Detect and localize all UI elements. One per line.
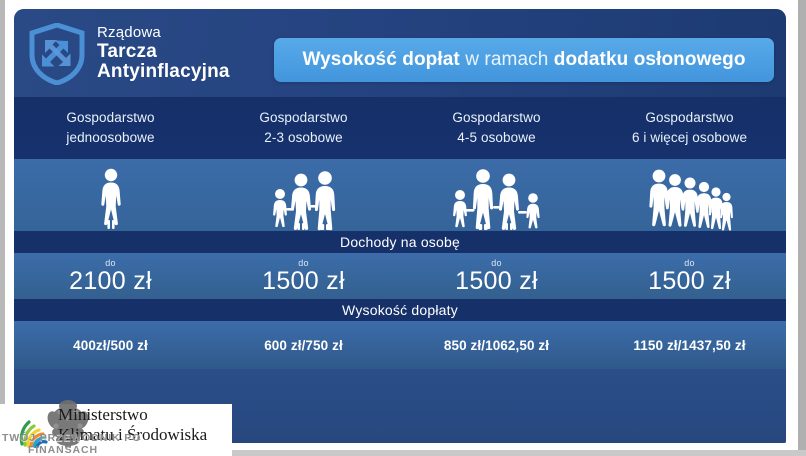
brand-line-3: Antyinflacyjna [97, 61, 230, 83]
col2-header-line2: 2-3 osobowe [264, 130, 343, 145]
page-title: Wysokość dopłat w ramach dodatku osłonow… [302, 49, 745, 71]
payout-value-1: 400zł/500 zł [73, 337, 148, 353]
income-cell-4: do 1500 zł [593, 253, 786, 299]
payout-label: Wysokość dopłaty [342, 302, 458, 318]
income-cell-3: do 1500 zł [400, 253, 593, 299]
shield-arrows-icon [29, 23, 85, 85]
column-header-1: Gospodarstwo jednoosobowe [14, 97, 207, 159]
ministry-line-2: Klimatu i Środowiska [58, 425, 208, 445]
window-frame-bottom [0, 450, 806, 456]
figures-cell-4 [593, 159, 786, 231]
watermark: TWÓJ PRZEWODNIK PO FINANSACH [2, 432, 212, 456]
single-person-icon [100, 168, 121, 229]
polish-eagle-emblem-icon [47, 400, 89, 448]
brand-text: Rządowa Tarcza Antyinflacyjna [97, 25, 230, 82]
col4-header-line2: 6 i więcej osobowe [631, 130, 748, 145]
household-figures-band [14, 159, 786, 231]
watermark-line-1: TWÓJ PRZEWODNIK PO [2, 432, 142, 444]
family-crowd-icon [648, 169, 733, 231]
column-headers-band: Gospodarstwo jednoosobowe Gospodarstwo 2… [14, 97, 786, 159]
header-bar: Rządowa Tarcza Antyinflacyjna Wysokość d… [14, 9, 786, 97]
figures-cell-1 [14, 159, 207, 231]
payout-label-strip: Wysokość dopłaty [14, 299, 786, 321]
title-bold-2: dodatku osłonowego [553, 49, 746, 70]
family-three-icon [272, 171, 335, 231]
window-frame-right [798, 0, 806, 456]
column-header-4: Gospodarstwo 6 i więcej osobowe [593, 97, 786, 159]
window-frame-left [0, 0, 5, 456]
payout-values-band: 400zł/500 zł 600 zł/750 zł 850 zł/1062,5… [14, 321, 786, 369]
income-label: Dochody na osobę [340, 234, 460, 250]
income-value-2: 1500 zł [262, 266, 345, 295]
payout-cell-3: 850 zł/1062,50 zł [400, 321, 593, 369]
title-regular: w ramach [459, 49, 554, 70]
col3-header-line2: 4-5 osobowe [457, 130, 536, 145]
income-prefix-3: do [491, 257, 502, 268]
income-prefix-2: do [298, 257, 309, 268]
family-four-icon [452, 169, 540, 230]
figures-cell-3 [400, 159, 593, 231]
income-prefix-4: do [684, 257, 695, 268]
brand-line-1: Rządowa [97, 24, 161, 42]
brand-block: Rządowa Tarcza Antyinflacyjna [28, 23, 230, 85]
brand-line-2: Tarcza [97, 40, 157, 62]
ministry-name: Ministerstwo Klimatu i Środowiska [58, 405, 258, 446]
figures-cell-2 [207, 159, 400, 231]
ministry-line-1: Ministerstwo [58, 405, 148, 424]
colored-fan-icon [19, 420, 48, 448]
income-value-1: 2100 zł [69, 266, 152, 295]
payout-value-4: 1150 zł/1437,50 zł [633, 337, 746, 353]
income-value-4: 1500 zł [648, 266, 731, 295]
col4-header-line1: Gospodarstwo [645, 110, 734, 126]
col1-header-line1: Gospodarstwo [66, 110, 155, 126]
income-label-strip: Dochody na osobę [14, 231, 786, 253]
payout-cell-1: 400zł/500 zł [14, 321, 207, 369]
income-prefix-1: do [105, 257, 116, 268]
col3-header-line1: Gospodarstwo [452, 110, 541, 126]
title-banner: Wysokość dopłat w ramach dodatku osłonow… [274, 38, 774, 82]
payout-cell-4: 1150 zł/1437,50 zł [593, 321, 786, 369]
payout-cell-2: 600 zł/750 zł [207, 321, 400, 369]
col1-header-line2: jednoosobowe [66, 130, 155, 145]
infographic-card: Rządowa Tarcza Antyinflacyjna Wysokość d… [14, 9, 786, 443]
title-bold-1: Wysokość dopłat [302, 49, 460, 70]
col2-header-line1: Gospodarstwo [259, 110, 348, 126]
watermark-line-2: FINANSACH [28, 444, 98, 456]
income-cell-2: do 1500 zł [207, 253, 400, 299]
income-cell-1: do 2100 zł [14, 253, 207, 299]
income-values-band: do 2100 zł do 1500 zł do 1500 zł [14, 253, 786, 299]
payout-value-2: 600 zł/750 zł [264, 337, 343, 353]
payout-value-3: 850 zł/1062,50 zł [443, 337, 550, 353]
column-header-3: Gospodarstwo 4-5 osobowe [400, 97, 593, 159]
column-header-2: Gospodarstwo 2-3 osobowe [207, 97, 400, 159]
income-value-3: 1500 zł [455, 266, 538, 295]
